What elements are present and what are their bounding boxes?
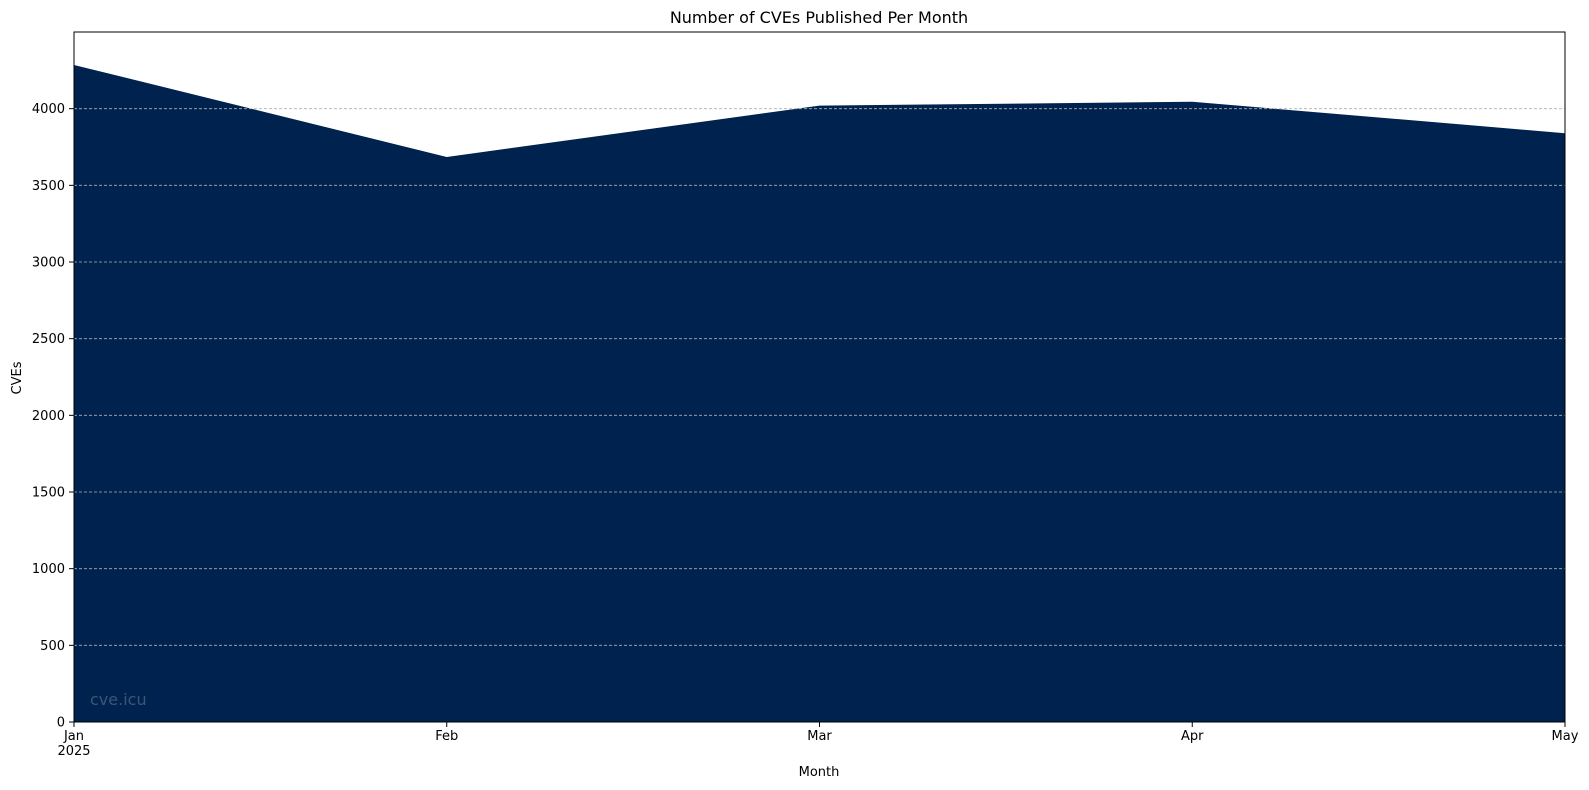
x-axis-title: Month [799,765,840,780]
chart-title: Number of CVEs Published Per Month [670,8,968,27]
area-fill [74,64,1565,722]
x-tick-label: May [1552,729,1579,744]
y-tick-label: 3500 [32,179,65,194]
y-tick-label: 3000 [32,256,65,271]
y-tick-label: 2000 [32,409,65,424]
x-tick-label: Apr [1181,729,1204,744]
y-tick-label: 4000 [32,102,65,117]
x-tick-label: Feb [435,729,458,744]
plot-area [73,31,1566,723]
x-axis: Jan Feb Mar Apr May 2025 [57,722,1579,759]
y-tick-label: 1500 [32,486,65,501]
y-tick-label: 2500 [32,332,65,347]
y-tick-label: 500 [40,639,65,654]
y-axis-title: CVEs [10,361,25,394]
watermark-text: cve.icu [90,690,147,709]
y-tick-label: 1000 [32,562,65,577]
x-tick-label: Mar [807,729,832,744]
x-tick-year-label: 2025 [57,744,90,759]
y-tick-label: 0 [57,716,65,731]
x-tick-label: Jan [63,729,84,744]
y-axis: 0 500 1000 1500 2000 2500 3000 3500 4000 [32,102,74,731]
